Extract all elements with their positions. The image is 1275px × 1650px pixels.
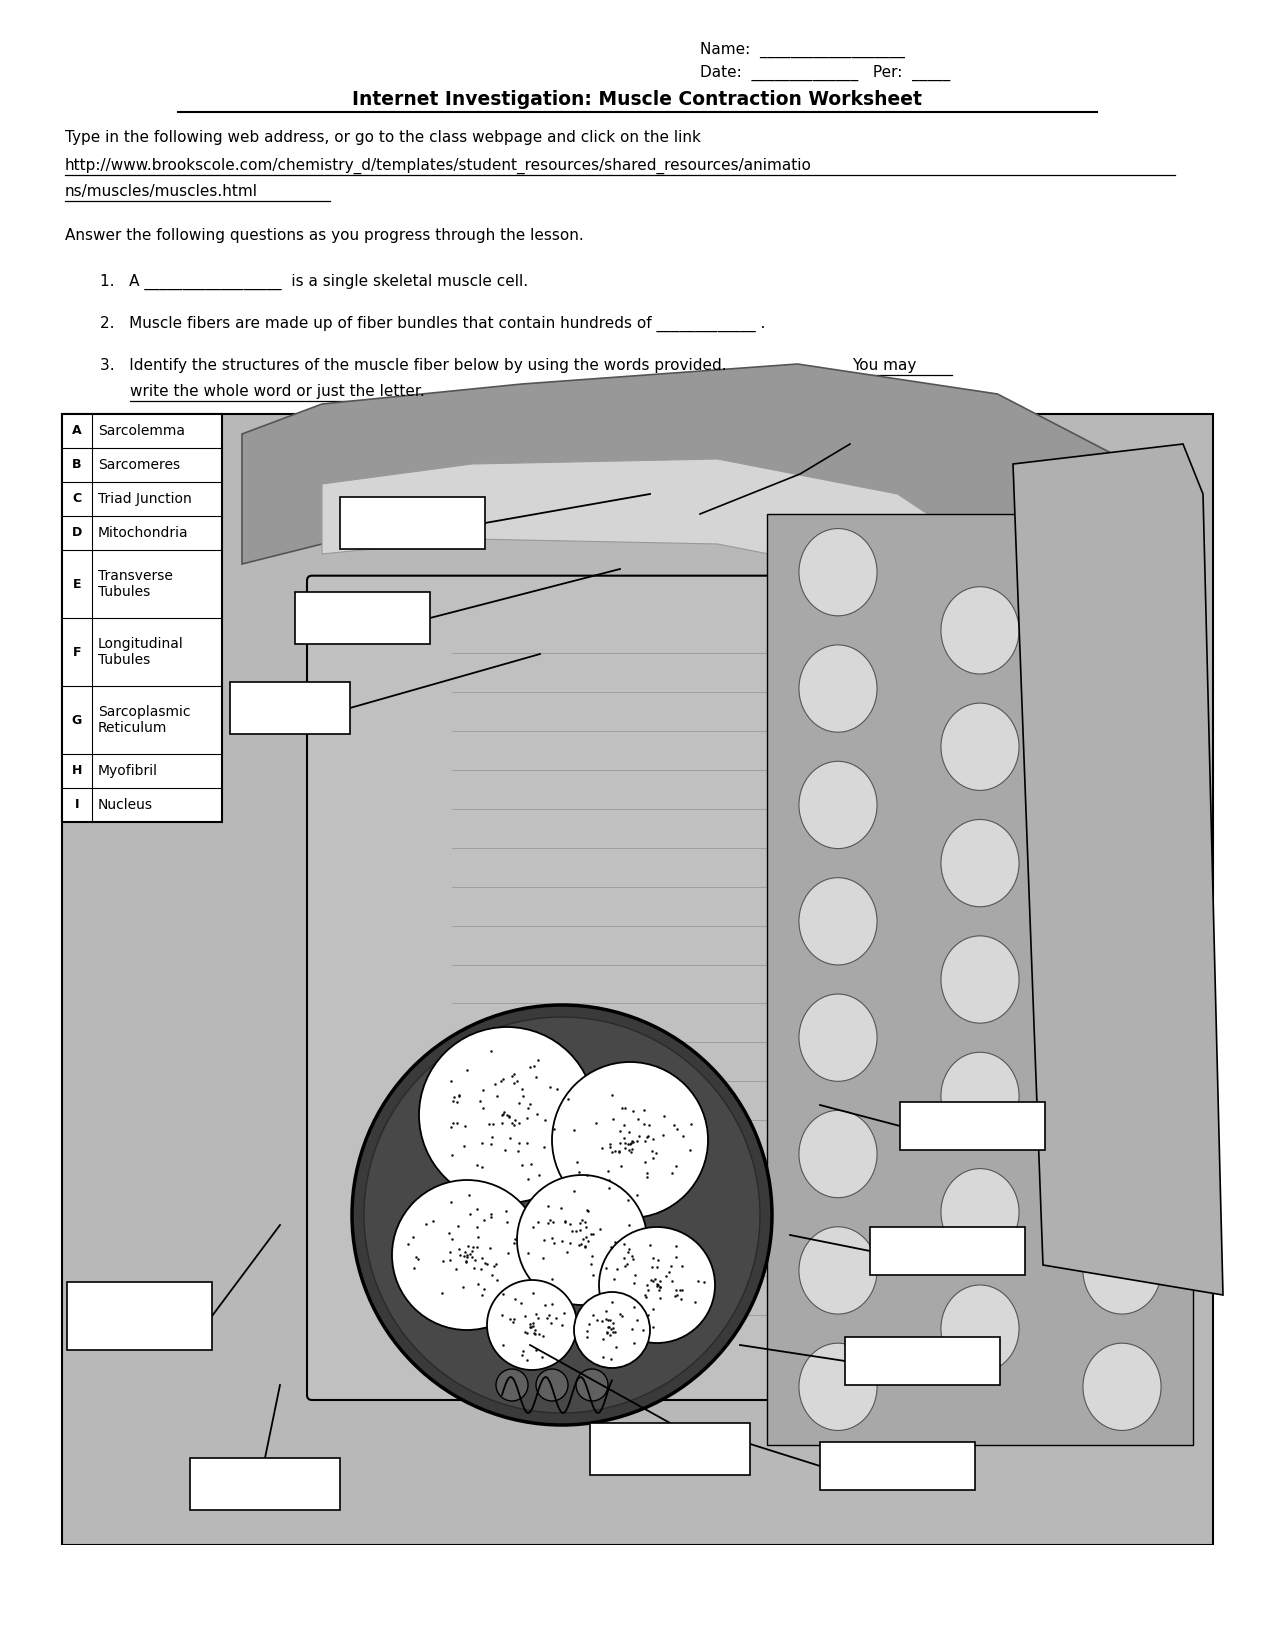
Polygon shape: [323, 459, 1033, 685]
Text: Transverse
Tubules: Transverse Tubules: [98, 569, 173, 599]
Ellipse shape: [941, 1053, 1019, 1140]
Circle shape: [496, 1370, 528, 1401]
Text: Nucleus: Nucleus: [98, 799, 153, 812]
Ellipse shape: [1082, 1343, 1162, 1431]
Text: 1.   A __________________  is a single skeletal muscle cell.: 1. A __________________ is a single skel…: [99, 274, 528, 290]
Ellipse shape: [1082, 1110, 1162, 1198]
Text: Longitudinal
Tubules: Longitudinal Tubules: [98, 637, 184, 667]
Text: Internet Investigation: Muscle Contraction Worksheet: Internet Investigation: Muscle Contracti…: [352, 91, 922, 109]
Text: Sarcolemma: Sarcolemma: [98, 424, 185, 437]
Circle shape: [576, 1370, 608, 1401]
Text: Triad Junction: Triad Junction: [98, 492, 191, 507]
Bar: [62, 414, 1213, 1544]
Bar: [900, 1102, 1046, 1150]
Ellipse shape: [941, 703, 1019, 790]
Ellipse shape: [941, 936, 1019, 1023]
Ellipse shape: [1082, 528, 1162, 615]
Ellipse shape: [799, 528, 877, 615]
Text: Name:  ___________________: Name: ___________________: [700, 41, 905, 58]
Text: Sarcomeres: Sarcomeres: [98, 459, 180, 472]
Bar: [590, 1422, 750, 1475]
Circle shape: [352, 1005, 771, 1426]
Bar: [870, 1228, 1025, 1275]
Polygon shape: [1014, 444, 1223, 1295]
Ellipse shape: [799, 1110, 877, 1198]
Text: write the whole word or just the letter.: write the whole word or just the letter.: [130, 384, 425, 399]
Ellipse shape: [941, 820, 1019, 908]
Circle shape: [552, 1063, 708, 1218]
Bar: [340, 497, 484, 549]
Text: Mitochondria: Mitochondria: [98, 526, 189, 540]
Bar: [845, 1336, 1000, 1384]
Ellipse shape: [1082, 1228, 1162, 1313]
Text: Type in the following web address, or go to the class webpage and click on the l: Type in the following web address, or go…: [65, 130, 701, 145]
Bar: [230, 681, 351, 734]
Bar: [295, 592, 430, 644]
Ellipse shape: [1082, 878, 1162, 965]
Text: ns/muscles/muscles.html: ns/muscles/muscles.html: [65, 185, 258, 200]
Text: G: G: [71, 713, 82, 726]
Circle shape: [516, 1175, 646, 1305]
Polygon shape: [242, 365, 1193, 734]
Ellipse shape: [941, 1168, 1019, 1256]
Circle shape: [363, 1016, 760, 1412]
Text: You may: You may: [852, 358, 917, 373]
Circle shape: [391, 1180, 542, 1330]
Circle shape: [599, 1228, 715, 1343]
Circle shape: [487, 1280, 578, 1370]
Circle shape: [419, 1026, 595, 1203]
Text: 2.   Muscle fibers are made up of fiber bundles that contain hundreds of _______: 2. Muscle fibers are made up of fiber bu…: [99, 317, 765, 332]
Text: Date:  ______________   Per:  _____: Date: ______________ Per: _____: [700, 64, 950, 81]
Text: C: C: [73, 492, 82, 505]
Ellipse shape: [799, 1343, 877, 1431]
Ellipse shape: [799, 1228, 877, 1313]
Text: Sarcoplasmic
Reticulum: Sarcoplasmic Reticulum: [98, 705, 190, 736]
Bar: [68, 1282, 212, 1350]
Ellipse shape: [799, 761, 877, 848]
Text: http://www.brookscole.com/chemistry_d/templates/student_resources/shared_resourc: http://www.brookscole.com/chemistry_d/te…: [65, 158, 812, 175]
Text: I: I: [75, 799, 79, 812]
Circle shape: [574, 1292, 650, 1368]
Text: A: A: [73, 424, 82, 437]
Circle shape: [536, 1370, 567, 1401]
Bar: [820, 1442, 975, 1490]
Text: F: F: [73, 645, 82, 658]
FancyBboxPatch shape: [307, 576, 1030, 1399]
Ellipse shape: [1082, 761, 1162, 848]
Ellipse shape: [1082, 645, 1162, 733]
Ellipse shape: [1082, 993, 1162, 1081]
Text: 3.   Identify the structures of the muscle fiber below by using the words provid: 3. Identify the structures of the muscle…: [99, 358, 737, 373]
Text: H: H: [71, 764, 82, 777]
Bar: [62, 414, 222, 822]
Ellipse shape: [799, 645, 877, 733]
Bar: [190, 1459, 340, 1510]
Text: B: B: [73, 459, 82, 472]
Ellipse shape: [941, 1285, 1019, 1373]
Text: D: D: [71, 526, 82, 540]
Text: Answer the following questions as you progress through the lesson.: Answer the following questions as you pr…: [65, 228, 584, 243]
Bar: [0, 1544, 1275, 1650]
Ellipse shape: [941, 587, 1019, 673]
Ellipse shape: [799, 878, 877, 965]
Ellipse shape: [799, 993, 877, 1081]
Bar: [768, 515, 1193, 1445]
Text: E: E: [73, 578, 82, 591]
Text: Myofibril: Myofibril: [98, 764, 158, 779]
